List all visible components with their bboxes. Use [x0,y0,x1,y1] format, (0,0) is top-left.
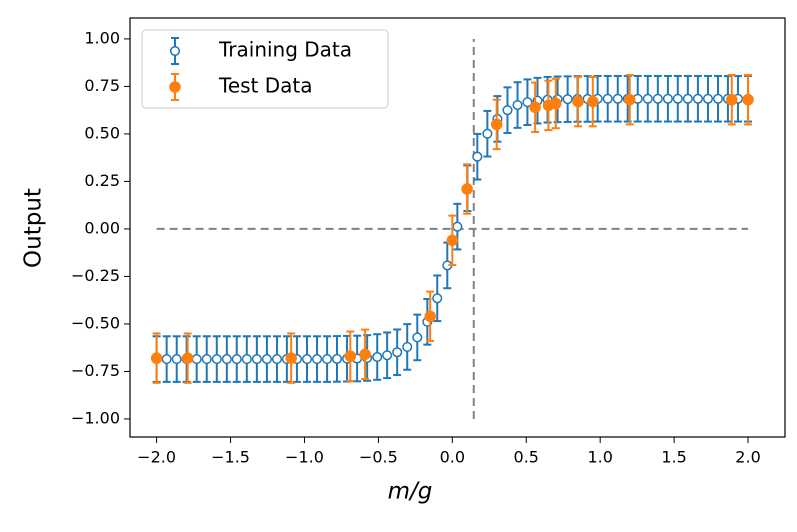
point [231,354,242,365]
point [271,354,283,365]
point [322,354,333,365]
point [221,354,232,365]
x-tick-label: −1.0 [285,448,324,467]
point [712,93,724,104]
y-tick-label: 1.00 [84,28,120,47]
point [662,93,673,104]
point [382,350,393,361]
point [612,93,623,104]
point [392,347,403,358]
x-tick-label: 0.5 [514,448,539,467]
point [562,94,573,105]
plot-frame [129,17,786,438]
point [461,183,473,195]
x-axis-label: m/g [388,479,433,505]
point [452,221,463,232]
point [251,354,262,365]
x-tick-label: 1.5 [661,448,686,467]
point [211,354,222,365]
legend-box [141,29,389,109]
legend-label: Test Data [218,74,313,98]
point [372,351,383,363]
y-tick-label: −0.25 [71,266,120,285]
point [344,350,357,362]
point [482,128,493,139]
point [150,352,163,364]
point [652,93,663,104]
point [359,348,371,361]
x-tick-label: −1.5 [211,448,250,467]
y-tick-label: −0.50 [71,313,120,332]
y-tick-label: 0.75 [84,76,120,95]
point [682,93,693,104]
point [512,99,523,111]
y-tick-label: 0.50 [84,123,120,142]
point [726,93,738,106]
legend-marker [169,45,181,57]
x-tick-label: 1.0 [587,448,612,467]
point [181,352,194,364]
point [446,234,459,247]
point [692,93,703,104]
point [171,354,182,365]
legend-marker [169,81,181,93]
point [587,95,599,108]
point [412,332,423,343]
x-tick-label: −2.0 [137,448,176,467]
point [702,93,714,104]
y-axis-label: Output [21,188,47,268]
point [529,101,541,114]
point [624,93,636,106]
point [402,341,413,352]
y-tick-label: 0.25 [84,171,120,190]
point [432,293,443,304]
point [424,310,436,323]
point [161,354,172,365]
point [311,354,323,365]
point [285,352,297,364]
point [241,354,252,365]
point [472,151,483,162]
point [602,93,613,104]
y-tick-label: −1.00 [71,408,120,427]
x-tick-label: 0.0 [440,448,465,467]
y-tick-label: −0.75 [71,361,120,380]
point [201,354,212,365]
point [522,97,533,108]
y-tick-label: 0.00 [84,218,120,237]
x-tick-label: −0.5 [359,448,398,467]
point [550,97,562,110]
point [301,354,313,365]
point [490,118,503,131]
point [191,354,202,365]
point [572,95,584,108]
legend-label: Training Data [218,38,352,62]
point [742,93,754,106]
point [642,93,653,104]
point [331,353,343,364]
point [502,105,513,116]
x-tick-label: 2.0 [735,448,760,467]
point [672,93,683,104]
point [261,354,272,365]
